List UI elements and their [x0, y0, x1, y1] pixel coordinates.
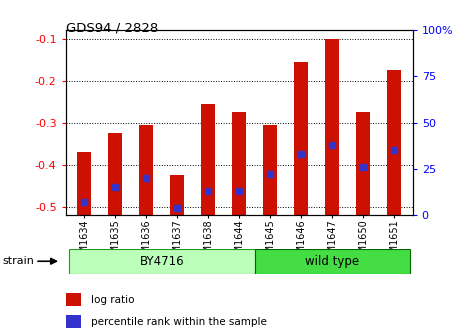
Bar: [255, 249, 409, 274]
Bar: [77, 152, 91, 215]
Bar: [170, 175, 184, 215]
Text: log ratio: log ratio: [91, 295, 135, 305]
Bar: [356, 112, 370, 215]
Bar: [263, 125, 277, 215]
Bar: [66, 293, 82, 306]
Text: wild type: wild type: [305, 255, 359, 268]
Text: strain: strain: [2, 256, 34, 266]
Bar: [387, 70, 401, 215]
Text: BY4716: BY4716: [139, 255, 184, 268]
Bar: [139, 125, 153, 215]
Text: GDS94 / 2828: GDS94 / 2828: [66, 22, 158, 35]
Bar: [66, 315, 82, 328]
Bar: [325, 39, 339, 215]
Bar: [232, 112, 246, 215]
Text: percentile rank within the sample: percentile rank within the sample: [91, 317, 267, 327]
Bar: [201, 104, 215, 215]
Bar: [108, 133, 122, 215]
Bar: [294, 62, 308, 215]
Bar: [69, 249, 255, 274]
